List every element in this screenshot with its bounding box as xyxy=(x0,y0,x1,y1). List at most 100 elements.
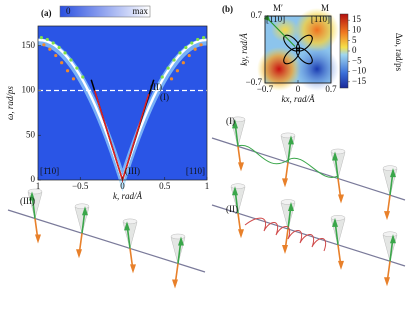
cone-rim xyxy=(170,233,186,240)
annotation: [1̄10] xyxy=(40,166,59,176)
spin-up-head xyxy=(332,151,338,161)
spin-down-head xyxy=(338,194,344,204)
colorbar-tick-label: −15 xyxy=(352,76,367,86)
data-point xyxy=(45,37,49,42)
x-tick-label: 0 xyxy=(296,84,301,94)
cone-rim xyxy=(27,188,43,195)
y-tick-label: 100 xyxy=(22,85,36,95)
heatmap-blob xyxy=(257,47,301,91)
spin-down-head xyxy=(238,229,244,239)
cone-rim xyxy=(382,165,398,171)
spin-up-head xyxy=(288,202,294,212)
colorbar-tick-label: 10 xyxy=(352,25,362,35)
spin-up-head xyxy=(232,186,238,196)
spin-up-head xyxy=(332,217,338,227)
data-point xyxy=(71,77,76,81)
x-tick-label: 0.5 xyxy=(159,181,171,191)
x-axis-label: kx, rad/Å xyxy=(282,94,315,104)
spin-wave xyxy=(237,144,339,178)
spin-down-head xyxy=(172,279,178,289)
spin-down-head xyxy=(384,211,390,221)
data-point xyxy=(184,45,188,50)
colorbar-tick-label: 15 xyxy=(352,14,362,24)
spin-down-head xyxy=(76,249,82,259)
colorbar-tick-label: 0 xyxy=(352,45,357,55)
cone-rim xyxy=(230,116,246,123)
y-axis-label: ky, rad/Å xyxy=(239,33,249,66)
data-point xyxy=(175,69,180,73)
spin-up-head xyxy=(124,221,130,231)
annotation: (II) xyxy=(150,82,162,92)
cone-rim xyxy=(74,203,90,210)
annotation: (III) xyxy=(125,166,140,176)
spin-down-head xyxy=(282,178,288,188)
cone-rim xyxy=(382,231,398,238)
spin-down-head xyxy=(384,277,390,287)
chain xyxy=(7,209,206,273)
colorbar xyxy=(59,5,151,18)
contour-lobe xyxy=(295,34,313,52)
data-point xyxy=(54,53,58,58)
data-point xyxy=(190,41,194,45)
chain xyxy=(211,204,406,267)
cone-rim xyxy=(330,148,346,155)
data-point xyxy=(172,58,176,62)
chain xyxy=(211,137,406,201)
x-tick-label: 0.7 xyxy=(325,84,337,94)
data-point xyxy=(63,51,67,55)
y-axis-label: ω, rad/ps xyxy=(5,86,15,120)
data-point xyxy=(166,66,170,70)
data-point xyxy=(196,37,200,42)
x-tick-label: −0.5 xyxy=(72,181,89,191)
y-tick-label: 50 xyxy=(26,129,36,139)
data-point xyxy=(199,43,203,47)
colorbar-tick-label: 5 xyxy=(352,35,357,45)
colorbar xyxy=(339,13,349,89)
colorbar-title: Δω, rad/ps xyxy=(394,33,404,72)
data-point xyxy=(169,77,174,81)
direction-arrow xyxy=(263,14,296,47)
contour-lobe xyxy=(295,47,313,65)
panel-label: (b) xyxy=(222,4,233,14)
heatmap-blob xyxy=(295,8,339,52)
cone-rim xyxy=(280,199,296,205)
x-tick-label: 1 xyxy=(36,181,41,191)
annotation: M xyxy=(321,3,329,13)
data-point xyxy=(181,61,185,65)
annotation: [1̄10] xyxy=(266,14,285,24)
spin-up-head xyxy=(390,168,396,178)
data-point xyxy=(75,66,79,70)
x-tick-label: 0 xyxy=(120,181,125,191)
annotation: M′ xyxy=(273,3,283,13)
colorbar-label: max xyxy=(133,6,149,16)
cone-rim xyxy=(280,132,296,139)
spin-down-head xyxy=(35,234,41,244)
cone-rim xyxy=(330,215,346,221)
colorbar-label: 0 xyxy=(66,6,71,16)
annotation: (I) xyxy=(160,92,169,102)
spin-down-head xyxy=(338,260,344,270)
data-point xyxy=(48,47,52,51)
schematic-label: (I) xyxy=(226,116,235,126)
colorbar-tick-label: −10 xyxy=(352,66,367,76)
cone-rim xyxy=(122,218,138,225)
spin-spiral xyxy=(244,217,326,252)
spin-down-head xyxy=(130,264,136,274)
cone-rim xyxy=(230,183,246,189)
data-point xyxy=(60,61,64,65)
data-point xyxy=(42,43,46,47)
spin-up-head xyxy=(82,206,88,216)
data-point xyxy=(57,45,61,50)
heatmap-bg xyxy=(38,26,207,180)
spin-up-head xyxy=(178,236,184,246)
data-point xyxy=(65,69,70,73)
y-tick-label: 0 xyxy=(31,174,36,184)
data-point xyxy=(187,53,191,58)
heatmap-blob xyxy=(271,18,299,42)
data-point xyxy=(69,58,73,62)
annotation: [110] xyxy=(311,14,330,24)
x-tick-label: −0.7 xyxy=(257,84,274,94)
contour-lobe xyxy=(283,47,301,65)
spin-up-head xyxy=(390,234,396,244)
